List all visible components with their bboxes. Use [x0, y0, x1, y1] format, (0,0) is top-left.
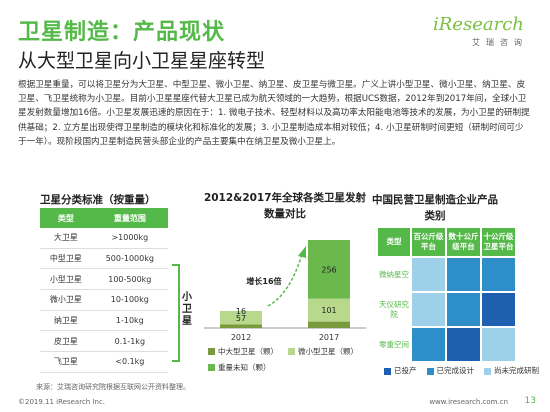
status-cell [482, 258, 515, 291]
status-cell [412, 293, 445, 326]
company-name-cell: 天仪研究院 [378, 293, 410, 326]
legend-swatch [208, 364, 215, 371]
left-table-title: 卫星分类标准（按重量） [40, 194, 156, 206]
bar-segment [308, 298, 350, 322]
company-name-cell: 零重空间 [378, 328, 410, 361]
weight-range-cell: 1-10kg [91, 310, 168, 332]
data-label: 256 [321, 265, 336, 274]
satellite-type-cell: 皮卫星 [40, 330, 92, 353]
bar-segment [308, 321, 350, 328]
page-number: 13 [524, 396, 536, 406]
status-cell [447, 258, 480, 291]
weight-range-cell: 100-500kg [91, 268, 168, 291]
weight-classification-table: 类型 重量范围 大卫星 >1000kg 中型卫星 500-1000kg 小型卫星 100-… [40, 208, 168, 373]
copyright: ©2019.11 iResearch Inc. [18, 398, 106, 406]
satellite-type-cell: 大卫星 [40, 228, 92, 249]
table-row: 大卫星 >1000kg [40, 228, 168, 249]
status-cell [447, 328, 480, 361]
weight-range-cell: 500-1000kg [91, 248, 168, 270]
intro-paragraph: 根据卫星重量，可以将卫星分为大卫星、中型卫星、微小卫星、纳卫星、皮卫星与微卫星。… [18, 80, 530, 147]
satellite-type-cell: 小型卫星 [40, 268, 92, 291]
table-row: 微纳星空 [378, 258, 515, 291]
bar-segment [220, 324, 262, 328]
header-100kg-platform: 百公斤级平台 [412, 228, 445, 256]
satellite-type-cell: 纳卫星 [40, 310, 92, 332]
status-cell [412, 258, 445, 291]
status-cell [482, 293, 515, 326]
legend-item: 尚未完成研制 [484, 365, 539, 376]
satellite-type-cell: 微小卫星 [40, 289, 92, 311]
table-row: 纳卫星 1-10kg [40, 310, 168, 332]
bar-segment [308, 240, 350, 299]
table-row: 皮卫星 0.1-1kg [40, 330, 168, 353]
company-product-table: 类型 百公斤级平台 数十公斤级平台 十公斤级卫星平台 微纳星空 天仪研究院 零重空间 [376, 226, 517, 363]
satellite-type-cell: 中型卫星 [40, 248, 92, 270]
weight-range-cell: 0.1-1kg [91, 330, 168, 353]
header-type: 类型 [40, 208, 92, 228]
legend-swatch [426, 367, 434, 375]
satellite-type-cell: 飞卫星 [40, 351, 92, 373]
website: www.iresearch.com.cn [429, 398, 508, 406]
header-tens-kg-platform: 数十公斤级平台 [447, 228, 480, 256]
table-row: 零重空间 [378, 328, 515, 361]
legend-label: 中大型卫星（颗） [218, 346, 278, 356]
legend-swatch [208, 348, 215, 355]
status-cell [482, 328, 515, 361]
x-tick-label: 2017 [319, 333, 339, 342]
page-title: 卫星制造：产品现状 [18, 20, 226, 45]
page-subtitle: 从大型卫星向小卫星星座转型 [18, 50, 266, 72]
legend-label: 重量未知（颗） [218, 362, 271, 372]
logo: iResearch 艾瑞咨询 [433, 14, 528, 54]
x-tick-label: 2012 [231, 333, 251, 342]
arrow-head-icon [298, 246, 306, 258]
status-cell [412, 328, 445, 361]
legend-swatch [288, 348, 295, 355]
legend-label: 已完成设计 [436, 366, 475, 375]
legend-item: 已投产 [384, 365, 417, 376]
table-row: 中型卫星 500-1000kg [40, 248, 168, 270]
legend-label: 微小型卫星（颗） [298, 346, 358, 356]
source-note: 来源：艾瑞咨询研究院根据互联网公开资料整理。 [36, 383, 190, 391]
small-satellite-label: 小卫星 [182, 292, 192, 327]
company-name-cell: 微纳星空 [378, 258, 410, 291]
header-weight-range: 重量范围 [91, 208, 168, 228]
status-legend: 已投产 已完成设计 尚未完成研制 [384, 365, 539, 376]
data-label: 16 [236, 307, 246, 316]
logo-tagline: 艾瑞咨询 [472, 38, 528, 47]
logo-wordmark: iResearch [433, 14, 524, 35]
legend-item: 已完成设计 [426, 365, 475, 376]
table-row: 飞卫星 <0.1kg [40, 351, 168, 373]
small-satellite-bracket [172, 264, 180, 362]
legend-swatch [384, 367, 391, 375]
weight-range-cell: <0.1kg [91, 351, 168, 373]
legend-swatch [484, 367, 491, 375]
table-row: 小型卫星 100-500kg [40, 268, 168, 291]
weight-range-cell: >1000kg [91, 228, 168, 249]
growth-arrow [267, 253, 303, 307]
legend-label: 已投产 [394, 366, 417, 375]
data-label: 57 [236, 314, 246, 323]
bar-segment [220, 311, 262, 325]
header-type: 类型 [378, 228, 410, 256]
chart-title: 2012&2017年全球各类卫星发射数量对比 [203, 192, 367, 220]
data-label: 101 [321, 306, 336, 315]
legend-label: 尚未完成研制 [494, 366, 539, 375]
status-cell [447, 293, 480, 326]
header-10kg-platform: 十公斤级卫星平台 [482, 228, 515, 256]
table-row: 天仪研究院 [378, 293, 515, 326]
weight-range-cell: 10-100kg [91, 289, 168, 311]
right-table-title: 中国民营卫星制造企业产品类别 [372, 194, 498, 222]
table-row: 微小卫星 10-100kg [40, 289, 168, 311]
growth-annotation: 增长16倍 [246, 276, 281, 286]
